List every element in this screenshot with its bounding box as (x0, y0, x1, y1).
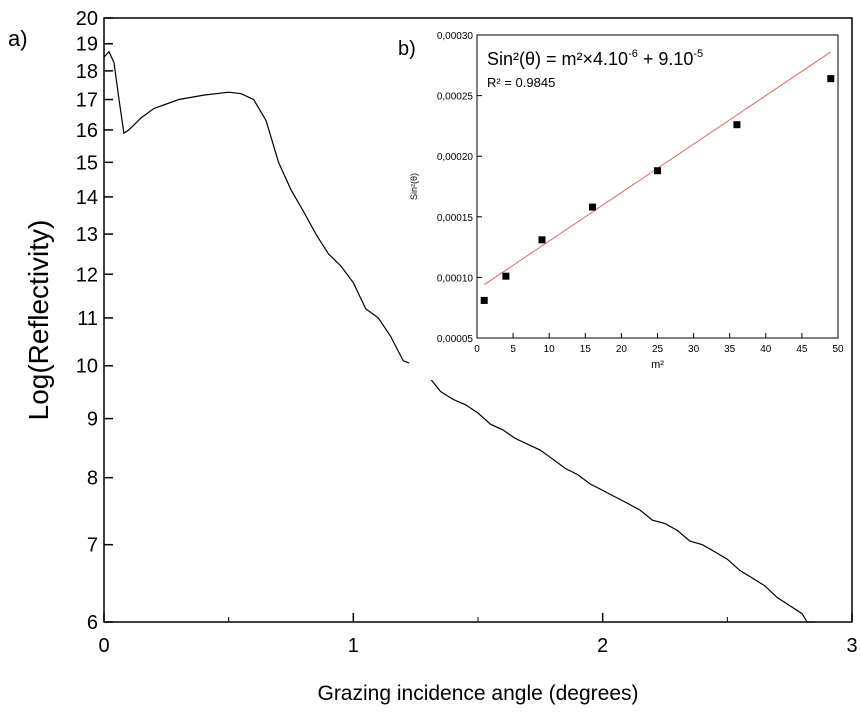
inset-y-axis-label: Sin²(θ) (409, 173, 419, 200)
main-y-tick-label: 7 (87, 535, 98, 557)
inset-data-point (480, 296, 488, 304)
equation-mid: + 9.10 (638, 49, 694, 69)
main-y-tick-label: 6 (87, 612, 98, 634)
inset-y-tick-label: 0,00005 (437, 334, 474, 345)
main-y-tick-label: 15 (76, 152, 98, 174)
main-x-tick-label: 1 (348, 635, 359, 657)
main-y-tick-label: 20 (76, 8, 98, 30)
panel-label-a: a) (8, 26, 28, 51)
inset-x-tick-label: 5 (510, 344, 516, 355)
main-x-tick-label: 2 (597, 635, 608, 657)
main-y-tick-label: 9 (87, 409, 98, 431)
main-x-tick-label: 3 (846, 635, 857, 657)
main-y-tick-label: 17 (76, 90, 98, 112)
inset-data-point (502, 272, 510, 280)
inset-x-tick-label: 25 (652, 344, 664, 355)
main-y-tick-label: 10 (76, 356, 98, 378)
inset-x-axis-label: m² (651, 359, 664, 371)
inset-axis-ticks: 0 5 10 15 20 25 30 35 40 45 50 0,00005 0,00010 0,0001… (437, 31, 844, 355)
inset-x-tick-label: 35 (724, 344, 736, 355)
reflectivity-series-line (103, 50, 815, 623)
main-y-tick-label: 8 (87, 468, 98, 490)
equation-exponent-1: -6 (628, 48, 638, 60)
main-y-tick-label: 13 (76, 224, 98, 246)
inset-x-tick-label: 10 (544, 344, 556, 355)
inset-x-tick-label: 40 (760, 344, 772, 355)
main-y-tick-label: 16 (76, 120, 98, 142)
main-y-axis-label: Log(Reflectivity) (23, 220, 54, 421)
equation-base: Sin²(θ) = m²×4.10 (487, 49, 628, 69)
inset-x-tick-label: 15 (580, 344, 592, 355)
main-y-tick-label: 11 (77, 308, 98, 330)
inset-background (409, 25, 850, 380)
main-y-tick-label: 19 (76, 34, 98, 56)
inset-x-tick-label: 45 (796, 344, 808, 355)
panel-label-b: b) (398, 38, 416, 60)
main-x-axis-label: Grazing incidence angle (degrees) (317, 682, 638, 705)
main-x-tick-label: 0 (98, 635, 109, 657)
inset-x-tick-label: 30 (688, 344, 700, 355)
inset-y-tick-label: 0,00010 (437, 273, 474, 284)
inset-x-tick-label: 20 (616, 344, 628, 355)
inset-data-point (827, 75, 835, 83)
equation-exponent-2: -5 (693, 48, 703, 60)
inset-data-points (480, 75, 835, 304)
inset-r-squared: R² = 0.9845 (487, 75, 555, 90)
inset-data-point (654, 167, 661, 175)
inset-y-tick-label: 0,00030 (437, 31, 474, 42)
main-y-tick-label: 12 (76, 264, 98, 286)
inset-y-tick-label: 0,00015 (437, 213, 474, 224)
main-y-tick-label: 18 (76, 61, 98, 83)
inset-x-tick-label: 0 (474, 344, 480, 355)
inset-data-point (589, 203, 597, 211)
inset-data-point (538, 236, 546, 244)
inset-data-point (733, 121, 741, 129)
inset-x-tick-label: 50 (832, 344, 844, 355)
inset-fit-equation: Sin²(θ) = m²×4.10-6 + 9.10-5 (487, 48, 703, 69)
main-y-tick-label: 14 (76, 187, 98, 209)
inset-y-tick-label: 0,00025 (437, 92, 474, 103)
inset-y-tick-label: 0,00020 (437, 152, 474, 163)
